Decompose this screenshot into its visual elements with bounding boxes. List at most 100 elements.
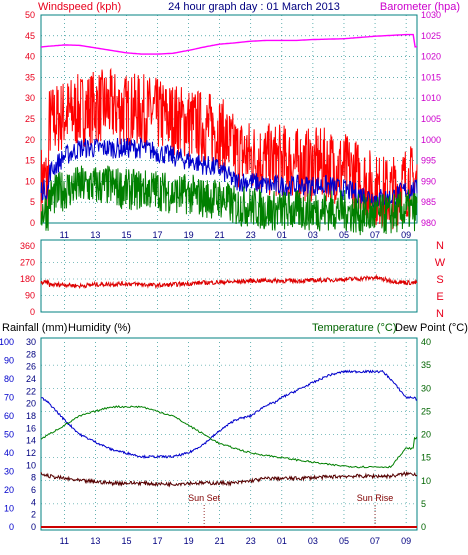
dir-ytick-1: 90 xyxy=(25,291,35,301)
temp-xtick-6: 23 xyxy=(246,536,256,546)
humidity-ytick-10: 100 xyxy=(0,337,14,347)
rain-ytick-12: 24 xyxy=(26,374,36,384)
baro-ytick-9: 1025 xyxy=(421,31,441,41)
temp-series: Sun Set Sun Rise xyxy=(40,369,418,528)
compass-label-3: E xyxy=(436,291,443,303)
humidity-ytick-0: 0 xyxy=(9,522,14,532)
humidity-ytick-7: 70 xyxy=(4,393,14,403)
temp-xtick-0: 11 xyxy=(60,536,69,546)
barometer-axis-title: Barometer (hpa) xyxy=(380,1,460,13)
wind-ytick-8: 40 xyxy=(25,52,35,62)
wind-series xyxy=(40,33,418,236)
rain-ytick-7: 14 xyxy=(26,436,36,446)
humidity-ytick-5: 50 xyxy=(4,430,14,440)
wind-ytick-2: 10 xyxy=(25,176,35,186)
temp-ytick-6: 30 xyxy=(421,383,431,393)
dir-ytick-3: 270 xyxy=(20,258,35,268)
baro-ytick-3: 995 xyxy=(421,156,436,166)
rain-ytick-11: 22 xyxy=(26,386,36,396)
wind-xtick-9: 05 xyxy=(339,230,349,240)
compass-label-0: N xyxy=(436,240,444,252)
dir-ytick-4: 360 xyxy=(20,241,35,251)
rain-ytick-5: 10 xyxy=(26,460,36,470)
wind-xtick-6: 23 xyxy=(246,230,256,240)
humidity-ytick-4: 40 xyxy=(4,448,14,458)
temp-ytick-7: 35 xyxy=(421,360,431,370)
rain-ytick-9: 18 xyxy=(26,411,36,421)
temp-xtick-5: 21 xyxy=(215,536,225,546)
baro-ytick-6: 1010 xyxy=(421,93,441,103)
wind-ytick-10: 50 xyxy=(25,10,35,20)
baro-ytick-8: 1020 xyxy=(421,52,441,62)
temp-ticks: 0102030405060708090100024681012141618202… xyxy=(0,337,431,546)
wind-ticks: 0510152025303540455098098599099510001005… xyxy=(25,10,441,240)
baro-ytick-5: 1005 xyxy=(421,114,441,124)
temp-xtick-3: 17 xyxy=(153,536,163,546)
temp-grid xyxy=(41,342,417,527)
wind-xtick-10: 07 xyxy=(370,230,380,240)
baro-ytick-2: 990 xyxy=(421,176,436,186)
barometer-line xyxy=(40,33,418,55)
wind-ytick-3: 15 xyxy=(25,156,35,166)
wind-xtick-5: 21 xyxy=(215,230,225,240)
wind-ytick-9: 45 xyxy=(25,31,35,41)
rainfall-legend: Rainfall (mm) xyxy=(2,322,67,334)
humidity-ytick-9: 90 xyxy=(4,356,14,366)
wind-axis-title: Windspeed (kph) xyxy=(38,1,121,13)
direction-series xyxy=(40,273,418,290)
direction-grid xyxy=(41,240,417,312)
rain-ytick-2: 4 xyxy=(31,497,36,507)
wind-ytick-4: 20 xyxy=(25,135,35,145)
temp-xtick-11: 09 xyxy=(401,536,411,546)
baro-ytick-1: 985 xyxy=(421,197,436,207)
compass-label-1: W xyxy=(435,257,446,269)
humidity-ytick-6: 60 xyxy=(4,411,14,421)
temp-ytick-1: 5 xyxy=(421,499,426,509)
wind-ytick-6: 30 xyxy=(25,93,35,103)
humidity-ytick-3: 30 xyxy=(4,467,14,477)
dir-ytick-0: 0 xyxy=(30,307,35,317)
temperature-legend: Temperature (°C) xyxy=(312,322,396,334)
wind-ytick-0: 0 xyxy=(30,218,35,228)
wind-speed-line xyxy=(40,165,418,236)
humidity-line xyxy=(40,369,418,460)
wind-ytick-7: 35 xyxy=(25,72,35,82)
annotation-1: Sun Rise xyxy=(357,493,394,503)
temp-ytick-5: 25 xyxy=(421,406,431,416)
rain-ytick-10: 20 xyxy=(26,399,36,409)
rain-ytick-15: 30 xyxy=(26,337,36,347)
wind-ytick-1: 5 xyxy=(30,197,35,207)
wind-direction-line xyxy=(40,273,418,290)
temp-ytick-2: 10 xyxy=(421,476,431,486)
humidity-ytick-2: 20 xyxy=(4,485,14,495)
temp-ytick-4: 20 xyxy=(421,430,431,440)
temp-xtick-9: 05 xyxy=(339,536,349,546)
rain-ytick-3: 6 xyxy=(31,485,36,495)
rain-ytick-0: 0 xyxy=(31,522,36,532)
temp-xtick-7: 01 xyxy=(277,536,287,546)
wind-xtick-0: 11 xyxy=(60,230,69,240)
humidity-ytick-1: 10 xyxy=(4,504,14,514)
baro-ytick-0: 980 xyxy=(421,218,436,228)
dir-ytick-2: 180 xyxy=(20,274,35,284)
wind-ytick-5: 25 xyxy=(25,114,35,124)
dewpoint-line xyxy=(40,471,418,488)
annotation-0: Sun Set xyxy=(188,493,221,503)
temp-xtick-2: 15 xyxy=(121,536,131,546)
rain-ytick-14: 28 xyxy=(26,349,36,359)
wind-xtick-3: 17 xyxy=(153,230,163,240)
chart-title: 24 hour graph day : 01 March 2013 xyxy=(168,1,340,13)
humidity-legend: Humidity (%) xyxy=(68,322,131,334)
rain-ytick-13: 26 xyxy=(26,362,36,372)
wind-xtick-2: 15 xyxy=(121,230,131,240)
wind-xtick-11: 09 xyxy=(401,230,411,240)
temperature-line xyxy=(40,405,418,469)
wind-xtick-4: 19 xyxy=(184,230,194,240)
temp-xtick-10: 07 xyxy=(370,536,380,546)
dewpoint-legend: Dew Point (°C) xyxy=(395,322,468,334)
compass-label-4: N xyxy=(436,308,444,320)
wind-xtick-8: 03 xyxy=(308,230,318,240)
rain-ytick-1: 2 xyxy=(31,510,36,520)
